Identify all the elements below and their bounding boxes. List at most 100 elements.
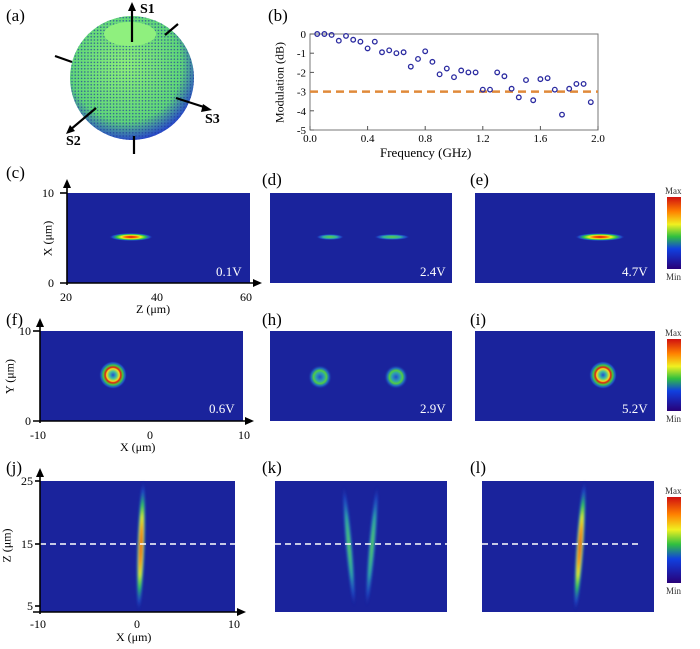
data-point	[314, 31, 321, 37]
colorbar-min: Min	[666, 272, 682, 282]
x-tick-label: 1.2	[476, 133, 490, 145]
vortex-ring	[384, 365, 408, 389]
panel-label-d: (d)	[262, 170, 282, 189]
data-point	[566, 85, 573, 92]
voltage-label: 2.9V	[420, 401, 446, 416]
colorbar	[667, 197, 681, 269]
chart-xlabel: Frequency (GHz)	[380, 145, 472, 160]
y-tick: 10	[42, 186, 54, 200]
x-tick-label: 0.8	[418, 133, 432, 145]
x-tick-label: 0.0	[303, 133, 317, 145]
data-point	[494, 69, 501, 76]
y-tick: 25	[21, 474, 33, 488]
axis-s2-label: S2	[66, 134, 81, 149]
data-point	[415, 56, 421, 62]
panel-label-b: (b)	[268, 6, 288, 25]
axis-s1-label: S1	[140, 2, 155, 17]
data-point	[479, 86, 486, 93]
data-point	[343, 32, 349, 39]
x-tick-label: 2.0	[591, 133, 605, 145]
panel-label-i: (i)	[470, 310, 487, 329]
data-point	[386, 47, 393, 54]
panel-label-e: (e)	[470, 170, 489, 189]
data-point	[537, 76, 544, 83]
panel-label-a: (a)	[6, 6, 25, 25]
colorbar-max: Max	[665, 328, 682, 338]
beam-streak	[573, 480, 587, 612]
data-point	[580, 80, 587, 87]
colorbar	[667, 497, 681, 583]
x-tick: -10	[30, 617, 46, 631]
data-point	[530, 97, 537, 104]
data-point	[451, 74, 457, 81]
voltage-label: 2.4V	[420, 264, 446, 279]
y-tick-label: -5	[297, 125, 307, 137]
panel-label-h: (h)	[262, 310, 282, 329]
data-point	[458, 67, 465, 74]
panel-c-map	[67, 193, 250, 283]
data-point	[508, 85, 515, 92]
x-axis-label: X (μm)	[116, 630, 152, 644]
axes	[33, 183, 258, 614]
vortex-ring	[589, 361, 617, 389]
x-axis-label: X (μm)	[120, 440, 156, 454]
data-point	[587, 99, 594, 106]
beam-streak	[136, 480, 146, 612]
x-tick-label: 1.6	[534, 133, 548, 145]
x-tick: 0	[147, 428, 153, 442]
data-point	[443, 65, 450, 72]
colorbar-max: Max	[665, 186, 682, 196]
data-point	[328, 32, 335, 38]
y-tick: 5	[27, 599, 33, 613]
data-point	[573, 80, 580, 87]
y-axis-label: X (μm)	[40, 220, 55, 257]
beam-spot	[316, 234, 344, 240]
x-tick-label: 0.4	[361, 133, 375, 145]
data-point	[379, 49, 385, 56]
beam-spot	[575, 233, 625, 241]
y-tick-label: 0	[301, 29, 307, 41]
beam-spot	[374, 234, 410, 240]
panel-d-map	[270, 193, 452, 283]
x-tick: 60	[240, 290, 252, 304]
data-point	[501, 73, 508, 80]
panel-label-k: (k)	[262, 458, 282, 477]
y-tick: 0	[48, 276, 54, 290]
data-point	[436, 71, 443, 78]
y-tick: 15	[21, 537, 33, 551]
data-point	[515, 94, 522, 101]
data-point	[321, 31, 328, 37]
panel-label-l: (l)	[470, 458, 487, 477]
panel-f-map	[40, 331, 243, 421]
y-tick: 10	[19, 324, 31, 338]
poincare-sphere	[54, 2, 212, 154]
panel-label-f: (f)	[6, 310, 23, 329]
data-point	[544, 75, 551, 82]
data-point	[350, 36, 357, 43]
x-tick: 10	[228, 617, 240, 631]
beam-streak	[365, 484, 379, 608]
x-tick: 20	[60, 290, 72, 304]
data-point	[422, 48, 429, 55]
panel-label-j: (j)	[6, 458, 23, 477]
x-tick: 40	[151, 290, 163, 304]
y-tick-label: -3	[297, 87, 307, 99]
y-tick-label: -2	[297, 67, 306, 79]
data-point	[357, 38, 364, 45]
data-point	[407, 63, 414, 70]
data-point	[400, 49, 407, 56]
y-tick: 0	[25, 414, 31, 428]
beam-spot	[109, 233, 153, 241]
panel-h-map	[270, 331, 452, 421]
colorbar-min: Min	[666, 414, 682, 424]
y-axis-label: Y (μm)	[2, 359, 17, 394]
colorbar-min: Min	[666, 586, 682, 596]
y-tick-label: -4	[297, 106, 307, 118]
vortex-ring	[308, 365, 332, 389]
colorbar	[667, 339, 681, 411]
y-tick-label: -1	[297, 48, 306, 60]
data-point	[523, 77, 529, 84]
data-point	[364, 45, 371, 52]
